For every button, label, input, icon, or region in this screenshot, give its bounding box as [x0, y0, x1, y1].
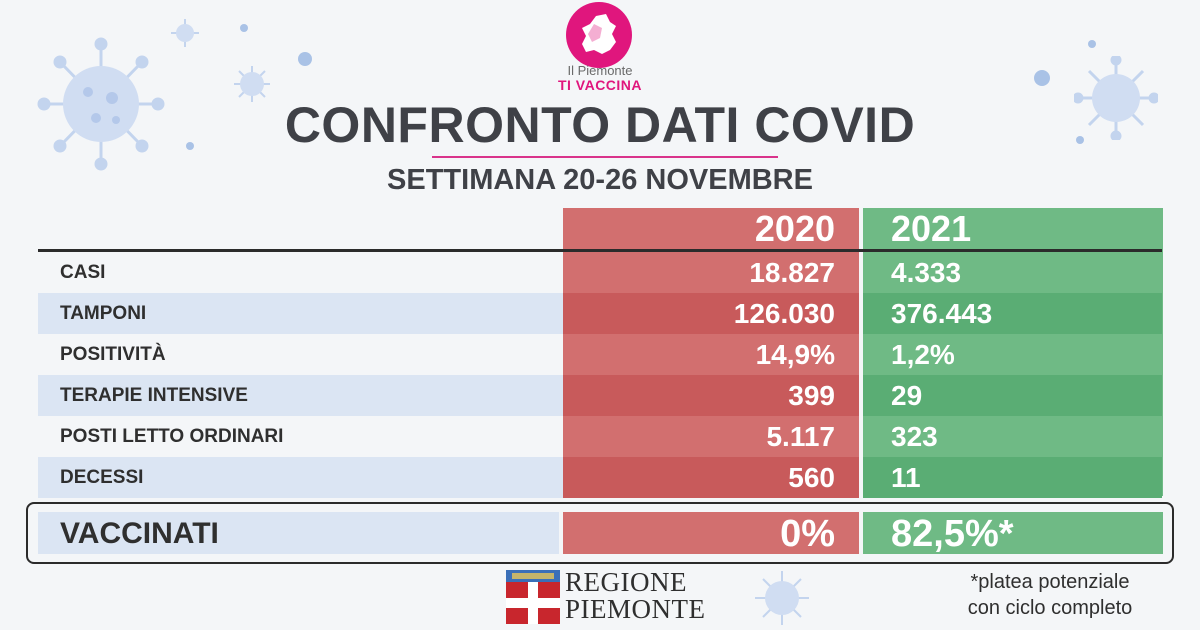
vaccinati-value-2020: 0%: [780, 513, 835, 555]
row-label: TERAPIE INTENSIVE: [60, 385, 248, 406]
column-2021-background: [863, 208, 1163, 496]
row-label: TAMPONI: [60, 303, 147, 324]
column-header-2020: 2020: [754, 208, 835, 249]
table-row: DECESSI 560 11: [38, 457, 1162, 498]
row-label: CASI: [60, 262, 106, 283]
value-2021: 11: [891, 462, 921, 493]
column-header-2021: 2021: [891, 208, 972, 249]
vaccinati-label: VACCINATI: [60, 517, 219, 550]
regione-piemonte-wordmark: REGIONE PIEMONTE: [565, 569, 706, 623]
vaccinati-value-2021: 82,5%*: [891, 513, 1014, 555]
piemonte-logo: [566, 2, 632, 68]
virus-icon: [755, 571, 809, 625]
vaccinati-2021-background: [863, 512, 1163, 554]
vaccinati-label-background: [38, 512, 559, 554]
decorative-dot: [1034, 70, 1050, 86]
decorative-dot: [186, 142, 194, 150]
virus-icon: [234, 66, 270, 102]
value-2020: 5.117: [766, 421, 835, 452]
region-map-icon: [582, 14, 616, 54]
row-label: DECESSI: [60, 467, 144, 488]
decorative-dot: [1088, 40, 1096, 48]
page-subtitle: SETTIMANA 20-26 NOVEMBRE: [387, 164, 813, 196]
virus-icon: [1074, 56, 1158, 140]
table-row: POSITIVITÀ 14,9% 1,2%: [38, 334, 1162, 375]
footnote-line-2: con ciclo completo: [967, 597, 1133, 619]
value-2020: 399: [788, 380, 835, 411]
value-2020: 18.827: [749, 257, 835, 288]
table-row: TERAPIE INTENSIVE 399 29: [38, 375, 1162, 416]
vaccinati-box: [26, 502, 1174, 564]
footnote-line-1: *platea potenziale: [970, 571, 1130, 593]
table-row: CASI 18.827 4.333: [38, 252, 1162, 293]
table-row: TAMPONI 126.030 376.443: [38, 293, 1162, 334]
value-2021: 29: [891, 380, 923, 411]
column-2020-background: [563, 208, 859, 496]
decorative-dot: [1076, 136, 1084, 144]
vaccinati-2020-background: [563, 512, 859, 554]
decorative-dot: [240, 24, 248, 32]
logo-line-1: Il Piemonte: [567, 63, 633, 78]
row-label: POSITIVITÀ: [60, 344, 166, 365]
virus-icon: [171, 19, 199, 47]
footnote: *platea potenziale con ciclo completo: [930, 569, 1170, 621]
value-2020: 14,9%: [755, 339, 835, 370]
table-row: POSTI LETTO ORDINARI 5.117 323: [38, 416, 1162, 457]
title-underline: [432, 156, 778, 158]
value-2021: 1,2%: [891, 339, 955, 370]
virus-icon: [37, 37, 165, 171]
row-label: POSTI LETTO ORDINARI: [60, 426, 284, 447]
value-2020: 560: [788, 462, 835, 493]
value-2020: 126.030: [733, 298, 835, 329]
logo-text: Il Piemonte TI VACCINA: [520, 63, 680, 93]
value-2021: 4.333: [891, 257, 962, 288]
regione-piemonte-shield-icon: [506, 570, 560, 624]
value-2021: 323: [891, 421, 938, 452]
header-divider: [38, 249, 1162, 252]
decorative-dot: [298, 52, 312, 66]
region-line-2: PIEMONTE: [565, 594, 706, 624]
region-line-1: REGIONE: [565, 567, 687, 597]
logo-line-2: TI VACCINA: [557, 77, 643, 93]
value-2021: 376.443: [891, 298, 993, 329]
page-title: CONFRONTO DATI COVID: [284, 97, 916, 153]
